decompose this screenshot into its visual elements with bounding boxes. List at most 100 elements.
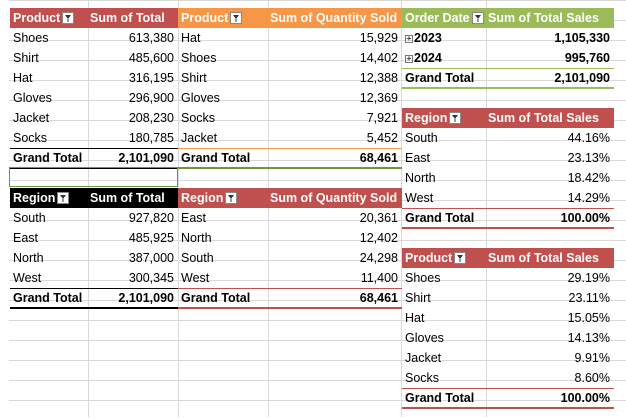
row-label-text: Shoes (13, 31, 49, 45)
pivot-header-row: Product Sum of Total Sales (402, 248, 614, 268)
pivot-row[interactable]: Socks 180,785 (10, 128, 178, 148)
grand-total-row: Grand Total 68,461 (178, 288, 402, 309)
pivot-header-row: Region Sum of Total (10, 188, 178, 208)
pivot-row[interactable]: Gloves 296,900 (10, 88, 178, 108)
row-label: Shirt (10, 48, 88, 68)
row-label: Shoes (10, 28, 88, 48)
row-field-header[interactable]: Order Date (402, 8, 486, 28)
row-label-text: East (13, 231, 39, 245)
column-line (178, 0, 179, 417)
pivot-row[interactable]: Jacket 5,452 (178, 128, 402, 148)
row-label: North (10, 248, 88, 268)
row-field-label: Product (405, 251, 453, 265)
sort-filter-icon[interactable] (57, 191, 70, 204)
row-field-header[interactable]: Product (402, 248, 486, 268)
grand-total-value: 68,461 (359, 151, 398, 165)
pivot-row[interactable]: East 20,361 (178, 208, 402, 228)
pivot-row[interactable]: South 44.16% (402, 128, 614, 148)
grand-total-value: 100.00% (560, 391, 610, 405)
row-field-label: Product (181, 11, 229, 25)
row-label: East (10, 228, 88, 248)
row-label-text: West (181, 271, 210, 285)
row-value: 14.29% (567, 191, 610, 205)
row-label-text: Socks (181, 111, 216, 125)
row-field-header[interactable]: Region (178, 188, 268, 208)
sort-filter-icon[interactable] (62, 11, 75, 24)
row-label: Gloves (402, 328, 486, 348)
row-value: 300,345 (128, 271, 174, 285)
pivot-row[interactable]: Gloves 12,369 (178, 88, 402, 108)
pivot-row[interactable]: Shirt 485,600 (10, 48, 178, 68)
sort-filter-icon[interactable] (230, 11, 243, 24)
pivot-row[interactable]: Jacket 9.91% (402, 348, 614, 368)
row-number-tick (0, 180, 9, 200)
grand-total-label: Grand Total (13, 291, 83, 305)
row-field-header[interactable]: Region (10, 188, 88, 208)
pivot-row[interactable]: Jacket 208,230 (10, 108, 178, 128)
pivot-row[interactable]: North 387,000 (10, 248, 178, 268)
pivot-row[interactable]: South 24,298 (178, 248, 402, 268)
row-field-header[interactable]: Region (402, 108, 486, 128)
row-label: South (10, 208, 88, 228)
pivot-row[interactable]: Shirt 12,388 (178, 68, 402, 88)
expand-plus-icon[interactable]: + (405, 33, 413, 43)
sort-filter-icon[interactable] (454, 251, 467, 264)
row-label-text: East (405, 151, 431, 165)
pivot-row[interactable]: Socks 7,921 (178, 108, 402, 128)
row-value: 12,369 (359, 91, 398, 105)
pivot-row[interactable]: East 23.13% (402, 148, 614, 168)
row-number-tick (0, 280, 9, 300)
row-label-text: South (181, 251, 214, 265)
row-number-tick (0, 400, 9, 420)
row-value: 12,402 (359, 231, 398, 245)
row-headers (0, 0, 9, 417)
pivot-row[interactable]: Hat 15,929 (178, 28, 402, 48)
row-label-text: Hat (405, 311, 425, 325)
pivot-row[interactable]: Shoes 613,380 (10, 28, 178, 48)
pivot-row[interactable]: Shoes 14,402 (178, 48, 402, 68)
pivot-row[interactable]: Gloves 14.13% (402, 328, 614, 348)
pivot-header-row: Product Sum of Total (10, 8, 178, 28)
pivot-row[interactable]: Socks 8.60% (402, 368, 614, 388)
grand-total-value: 2,101,090 (118, 291, 174, 305)
pivot-row[interactable]: Hat 316,195 (10, 68, 178, 88)
sort-filter-icon[interactable] (449, 111, 462, 124)
expand-plus-icon[interactable]: + (405, 53, 413, 63)
sort-filter-icon[interactable] (225, 191, 238, 204)
row-label: Shoes (402, 268, 486, 288)
row-label: Gloves (10, 88, 88, 108)
row-value: 18.42% (567, 171, 610, 185)
row-number-tick (0, 140, 9, 160)
row-value: 927,820 (128, 211, 174, 225)
row-value: 15.05% (567, 311, 610, 325)
row-field-label: Product (13, 11, 61, 25)
row-number-tick (0, 100, 9, 120)
row-label-text: Hat (181, 31, 201, 45)
active-cell[interactable] (9, 167, 178, 187)
row-field-header[interactable]: Product (10, 8, 88, 28)
pivot-row[interactable]: North 12,402 (178, 228, 402, 248)
row-label: East (402, 148, 486, 168)
row-number-tick (0, 220, 9, 240)
pivot-row[interactable]: East 485,925 (10, 228, 178, 248)
row-label-text: North (13, 251, 44, 265)
sort-filter-icon[interactable] (471, 11, 484, 24)
row-label-text: Jacket (13, 111, 50, 125)
pivot-row[interactable]: West 300,345 (10, 268, 178, 288)
row-value: 485,925 (128, 231, 174, 245)
row-label-text: East (181, 211, 207, 225)
pivot-row[interactable]: Shoes 29.19% (402, 268, 614, 288)
pivot-row[interactable]: Hat 15.05% (402, 308, 614, 328)
row-field-header[interactable]: Product (178, 8, 268, 28)
pivot-row[interactable]: West 14.29% (402, 188, 614, 208)
row-number-tick (0, 320, 9, 340)
pivot-row[interactable]: South 927,820 (10, 208, 178, 228)
pivot-row[interactable]: North 18.42% (402, 168, 614, 188)
row-label-text: South (405, 131, 438, 145)
pivot-row[interactable]: Shirt 23.11% (402, 288, 614, 308)
pivot-row[interactable]: +2024 995,760 (402, 48, 614, 68)
row-label: +2023 (402, 28, 486, 48)
pivot-row[interactable]: +2023 1,105,330 (402, 28, 614, 48)
row-value: 12,388 (359, 71, 398, 85)
pivot-row[interactable]: West 11,400 (178, 268, 402, 288)
